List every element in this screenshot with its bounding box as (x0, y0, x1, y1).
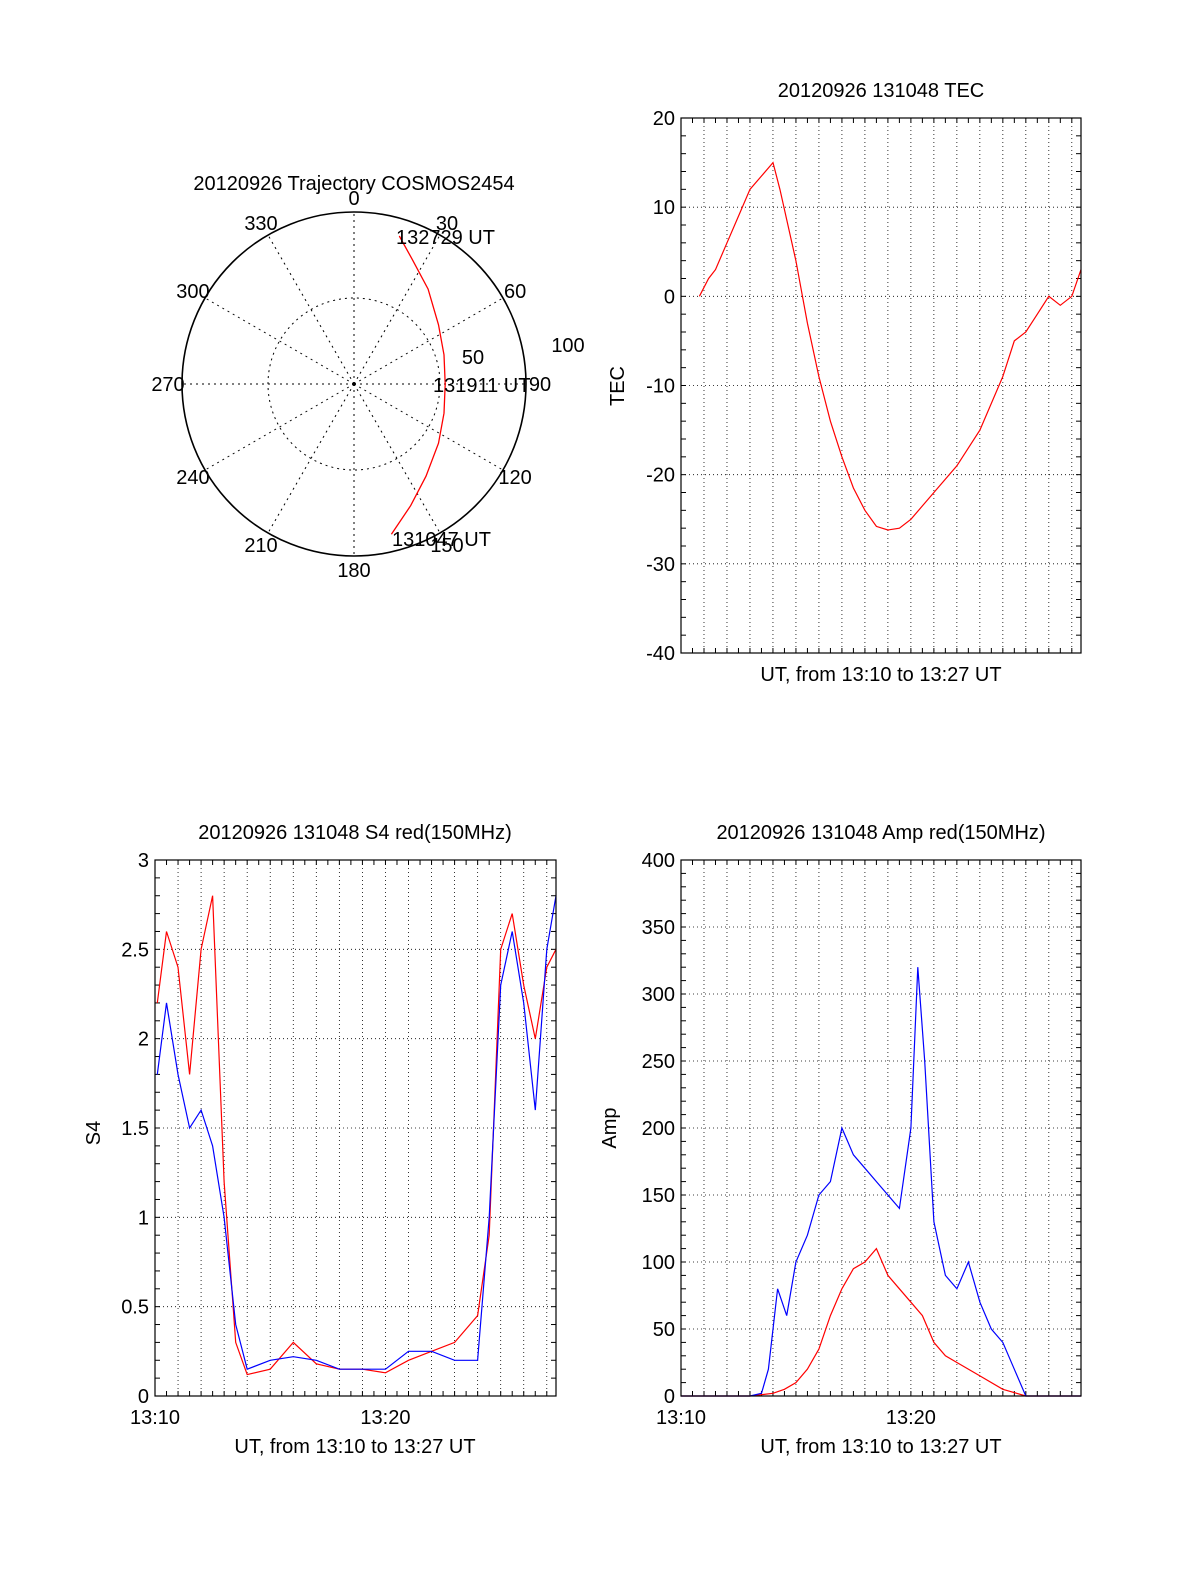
polar-angle-labels: 0 30 60 90 120 150 180 210 240 270 300 330 (151, 188, 551, 582)
amp-y-tick-label: 50 (653, 1319, 675, 1341)
polar-angle-label: 270 (151, 374, 184, 396)
tec-y-tick-label: 10 (653, 197, 675, 219)
s4-y-tick-label: 2.5 (121, 939, 149, 961)
amp-chart: 20120926 131048 Amp red(150MHz) 0 50 100 15… (599, 822, 1082, 1458)
polar-spoke (267, 383, 355, 534)
amp-y-tick-label: 250 (642, 1051, 675, 1073)
tec-series-red (698, 161, 1082, 531)
amp-y-tick-label: 150 (642, 1185, 675, 1207)
amp-y-tick-label: 100 (642, 1252, 675, 1274)
s4-plot-frame (154, 859, 557, 1397)
amp-x-tick-label: 13:10 (656, 1407, 706, 1429)
s4-y-tick-labels: 0 0.5 1 1.5 2 2.5 3 (121, 850, 149, 1408)
s4-chart: 20120926 131048 S4 red(150MHz) 0 0.5 1 1.5 2… (83, 822, 557, 1458)
amp-y-tick-label: 350 (642, 917, 675, 939)
s4-series-blue (156, 895, 557, 1371)
polar-angle-label: 240 (176, 467, 209, 489)
tec-y-tick-labels: 20 10 0 -10 -20 -30 -40 (646, 108, 675, 665)
s4-y-label: S4 (83, 1121, 105, 1145)
tec-plot-frame (680, 117, 1082, 654)
amp-title: 20120926 131048 Amp red(150MHz) (716, 822, 1045, 844)
s4-y-tick-label: 2 (138, 1029, 149, 1051)
amp-y-tick-label: 200 (642, 1118, 675, 1140)
s4-title: 20120926 131048 S4 red(150MHz) (198, 822, 512, 844)
tec-y-tick-label: 0 (664, 286, 675, 308)
polar-radial-label-50: 50 (462, 347, 484, 369)
amp-y-tick-labels: 0 50 100 150 200 250 300 350 400 (642, 850, 675, 1408)
polar-spoke (267, 234, 355, 385)
trajectory-line (390, 235, 446, 535)
tec-chart: 20120926 131048 TEC 20 10 0 -10 -20 -30 -40 UT… (607, 80, 1082, 686)
s4-y-tick-label: 0 (138, 1386, 149, 1408)
tec-title: 20120926 131048 TEC (778, 80, 984, 102)
polar-angle-label: 0 (348, 188, 359, 210)
polar-angle-label: 300 (176, 281, 209, 303)
amp-y-tick-label: 400 (642, 850, 675, 872)
polar-angle-label: 60 (504, 281, 526, 303)
s4-x-tick-labels: 13:10 13:20 (130, 1407, 411, 1429)
s4-grid (154, 859, 556, 1397)
polar-angle-label: 90 (529, 374, 551, 396)
polar-title: 20120926 Trajectory COSMOS2454 (193, 173, 514, 195)
amp-grid (680, 859, 1081, 1397)
tec-x-label: UT, from 13:10 to 13:27 UT (760, 664, 1001, 686)
amp-series-blue (681, 967, 1081, 1397)
tec-y-label: TEC (607, 366, 629, 406)
trajectory-start-label: 131047 UT (392, 529, 491, 551)
polar-trajectory-chart: 20120926 Trajectory COSMOS2454 0 30 60 90 12… (151, 173, 584, 582)
s4-y-tick-label: 3 (138, 850, 149, 872)
s4-y-tick-label: 1 (138, 1207, 149, 1229)
polar-spoke (353, 383, 504, 471)
s4-y-tick-label: 0.5 (121, 1297, 149, 1319)
amp-x-tick-labels: 13:10 13:20 (656, 1407, 936, 1429)
tec-grid (680, 117, 1081, 654)
s4-y-tick-label: 1.5 (121, 1118, 149, 1140)
polar-grid (181, 211, 527, 557)
trajectory-end-label: 132729 UT (396, 227, 495, 249)
amp-x-tick-label: 13:20 (886, 1407, 936, 1429)
polar-spoke (204, 383, 355, 471)
s4-series-red (156, 895, 557, 1376)
s4-x-label: UT, from 13:10 to 13:27 UT (234, 1436, 475, 1458)
polar-angle-label: 330 (244, 213, 277, 235)
amp-y-label: Amp (599, 1107, 621, 1148)
tec-y-tick-label: -10 (646, 376, 675, 398)
amp-y-tick-label: 0 (664, 1386, 675, 1408)
polar-spoke (204, 297, 355, 385)
polar-angle-label: 210 (244, 535, 277, 557)
amp-plot-frame (680, 859, 1082, 1397)
polar-angle-label: 30 (436, 213, 458, 235)
polar-spoke (353, 234, 441, 385)
amp-series-red (681, 1247, 1081, 1397)
polar-angle-label: 180 (337, 560, 370, 582)
polar-angle-label: 120 (498, 467, 531, 489)
tec-y-tick-label: -30 (646, 554, 675, 576)
polar-angle-label: 150 (430, 535, 463, 557)
tec-y-tick-label: -40 (646, 643, 675, 665)
polar-outer-circle (181, 211, 527, 557)
amp-x-label: UT, from 13:10 to 13:27 UT (760, 1436, 1001, 1458)
trajectory-mid-label: 131911 UT (433, 375, 530, 397)
s4-x-tick-label: 13:10 (130, 1407, 180, 1429)
s4-x-tick-label: 13:20 (360, 1407, 410, 1429)
polar-radial-label-100: 100 (551, 335, 584, 357)
tec-y-tick-label: -20 (646, 465, 675, 487)
tec-y-tick-label: 20 (653, 108, 675, 130)
amp-y-tick-label: 300 (642, 984, 675, 1006)
polar-spoke (353, 383, 441, 534)
polar-spoke (353, 297, 504, 385)
